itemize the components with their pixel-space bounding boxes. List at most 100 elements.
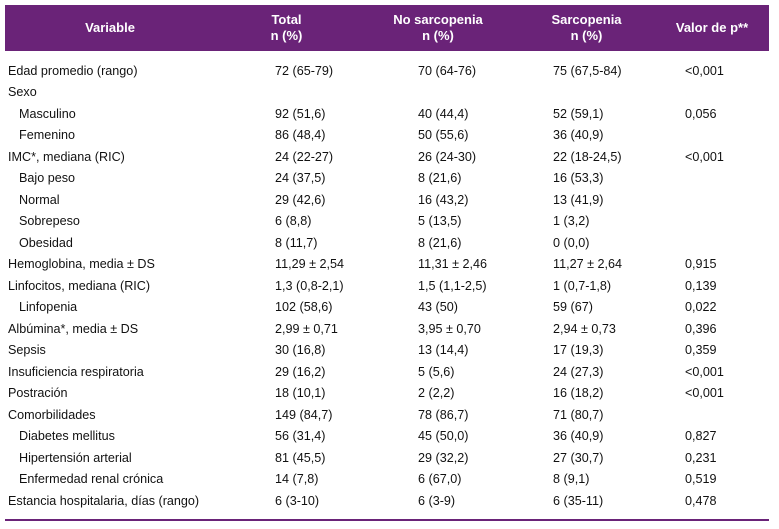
cell-sarcopenia: 1 (0,7-1,8) — [553, 278, 612, 293]
cell-p-value: 0,827 — [685, 429, 717, 444]
cell-no-sarcopenia: 45 (50,0) — [418, 429, 469, 444]
cell-no-sarcopenia: 40 (44,4) — [418, 106, 469, 121]
cell-sarcopenia: 36 (40,9) — [553, 128, 604, 143]
row-label: IMC*, mediana (RIC) — [8, 149, 125, 164]
cell-p-value: <0,001 — [685, 364, 724, 379]
row-label: Hemoglobina, media ± DS — [8, 257, 155, 272]
row-label: Linfopenia — [19, 300, 78, 315]
cell-p-value: 0,022 — [685, 300, 717, 315]
cell-p-value: <0,001 — [685, 386, 724, 401]
row-label: Diabetes mellitus — [19, 429, 115, 444]
row-label: Normal — [19, 192, 60, 207]
cell-total: 29 (16,2) — [275, 364, 326, 379]
cell-total: 56 (31,4) — [275, 429, 326, 444]
cell-no-sarcopenia: 8 (21,6) — [418, 171, 462, 186]
cell-p-value: 0,139 — [685, 278, 717, 293]
cell-no-sarcopenia: 8 (21,6) — [418, 235, 462, 250]
table-body: Edad promedio (rango) 72 (65-79) 70 (64-76… — [5, 60, 769, 512]
row-label: Bajo peso — [19, 171, 76, 186]
table-row: Insuficiencia respiratoria 29 (16,2) 5 (5,… — [5, 361, 769, 383]
table-header: Variable Total n (%) No sarcopenia n (%)… — [5, 5, 769, 51]
table-row: Linfocitos, mediana (RIC) 1,3 (0,8-2,1) 1,… — [5, 275, 769, 297]
header-variable: Variable — [85, 20, 135, 35]
table-row: Hemoglobina, media ± DS 11,29 ± 2,54 11,31… — [5, 254, 769, 276]
cell-p-value: 0,519 — [685, 472, 717, 487]
cell-no-sarcopenia: 29 (32,2) — [418, 450, 469, 465]
cell-no-sarcopenia: 13 (14,4) — [418, 343, 469, 358]
row-label: Postración — [8, 386, 68, 401]
header-sarcopenia: Sarcopenia n (%) — [518, 12, 655, 44]
row-label: Estancia hospitalaria, días (rango) — [8, 493, 200, 508]
table-row: Femenino 86 (48,4) 50 (55,6) 36 (40,9) — [5, 125, 769, 147]
row-label: Enfermedad renal crónica — [19, 472, 164, 487]
table-row: Postración 18 (10,1) 2 (2,2) 16 (18,2) <0,00… — [5, 383, 769, 405]
cell-total: 92 (51,6) — [275, 106, 326, 121]
table-row: Albúmina*, media ± DS 2,99 ± 0,71 3,95 ± 0… — [5, 318, 769, 340]
cell-sarcopenia: 24 (27,3) — [553, 364, 604, 379]
header-no-sarcopenia-unit: n (%) — [422, 28, 454, 43]
cell-p-value: 0,056 — [685, 106, 717, 121]
row-label: Comorbilidades — [8, 407, 96, 422]
cell-sarcopenia: 16 (53,3) — [553, 171, 604, 186]
cell-p-value: <0,001 — [685, 149, 724, 164]
header-no-sarcopenia-title: No sarcopenia — [393, 12, 483, 27]
table-row: Sobrepeso 6 (8,8) 5 (13,5) 1 (3,2) — [5, 211, 769, 233]
cell-sarcopenia: 27 (30,7) — [553, 450, 604, 465]
row-label: Sexo — [8, 85, 37, 100]
header-total-title: Total — [271, 12, 302, 27]
cell-no-sarcopenia: 3,95 ± 0,70 — [418, 321, 481, 336]
cell-no-sarcopenia: 78 (86,7) — [418, 407, 469, 422]
header-sarcopenia-unit: n (%) — [570, 28, 603, 43]
cell-total: 29 (42,6) — [275, 192, 326, 207]
cell-sarcopenia: 0 (0,0) — [553, 235, 590, 250]
cell-sarcopenia: 22 (18-24,5) — [553, 149, 622, 164]
cell-total: 102 (58,6) — [275, 300, 333, 315]
cell-no-sarcopenia: 43 (50) — [418, 300, 458, 315]
cell-no-sarcopenia: 5 (13,5) — [418, 214, 462, 229]
cell-total: 24 (22-27) — [275, 149, 334, 164]
cell-total: 86 (48,4) — [275, 128, 326, 143]
cell-no-sarcopenia: 70 (64-76) — [418, 63, 477, 78]
cell-total: 24 (37,5) — [275, 171, 326, 186]
bottom-rule — [5, 519, 769, 521]
cell-total: 6 (8,8) — [275, 214, 312, 229]
cell-no-sarcopenia: 5 (5,6) — [418, 364, 455, 379]
table-row: Sexo — [5, 82, 769, 104]
table-row: Edad promedio (rango) 72 (65-79) 70 (64-76… — [5, 60, 769, 82]
cell-p-value: 0,396 — [685, 321, 717, 336]
cell-p-value: 0,359 — [685, 343, 717, 358]
row-label: Obesidad — [19, 235, 73, 250]
cell-sarcopenia: 1 (3,2) — [553, 214, 590, 229]
cell-total: 149 (84,7) — [275, 407, 333, 422]
cell-p-value: 0,478 — [685, 493, 717, 508]
cell-sarcopenia: 11,27 ± 2,64 — [553, 257, 623, 272]
cell-sarcopenia: 71 (80,7) — [553, 407, 604, 422]
table-row: Sepsis 30 (16,8) 13 (14,4) 17 (19,3) 0,359 — [5, 340, 769, 362]
header-p-value: Valor de p** — [675, 20, 749, 35]
cell-no-sarcopenia: 16 (43,2) — [418, 192, 469, 207]
table-row: Bajo peso 24 (37,5) 8 (21,6) 16 (53,3) — [5, 168, 769, 190]
results-table: Variable Total n (%) No sarcopenia n (%)… — [5, 5, 769, 512]
row-label: Albúmina*, media ± DS — [8, 321, 139, 336]
table-row: Masculino 92 (51,6) 40 (44,4) 52 (59,1) 0,05… — [5, 103, 769, 125]
cell-total: 2,99 ± 0,71 — [275, 321, 338, 336]
header-total-unit: n (%) — [270, 28, 303, 43]
cell-sarcopenia: 2,94 ± 0,73 — [553, 321, 616, 336]
table-row: Normal 29 (42,6) 16 (43,2) 13 (41,9) — [5, 189, 769, 211]
header-no-sarcopenia: No sarcopenia n (%) — [358, 12, 518, 44]
row-label: Sepsis — [8, 343, 46, 358]
row-label: Femenino — [19, 128, 76, 143]
row-label: Sobrepeso — [19, 214, 80, 229]
cell-sarcopenia: 16 (18,2) — [553, 386, 604, 401]
cell-p-value: <0,001 — [685, 63, 724, 78]
cell-no-sarcopenia: 2 (2,2) — [418, 386, 455, 401]
cell-no-sarcopenia: 1,5 (1,1-2,5) — [418, 278, 487, 293]
cell-sarcopenia: 36 (40,9) — [553, 429, 604, 444]
cell-sarcopenia: 75 (67,5-84) — [553, 63, 622, 78]
table-row: Comorbilidades 149 (84,7) 78 (86,7) 71 (80,… — [5, 404, 769, 426]
cell-sarcopenia: 59 (67) — [553, 300, 593, 315]
cell-sarcopenia: 13 (41,9) — [553, 192, 604, 207]
header-sarcopenia-title: Sarcopenia — [551, 12, 622, 27]
cell-total: 30 (16,8) — [275, 343, 326, 358]
cell-total: 81 (45,5) — [275, 450, 326, 465]
